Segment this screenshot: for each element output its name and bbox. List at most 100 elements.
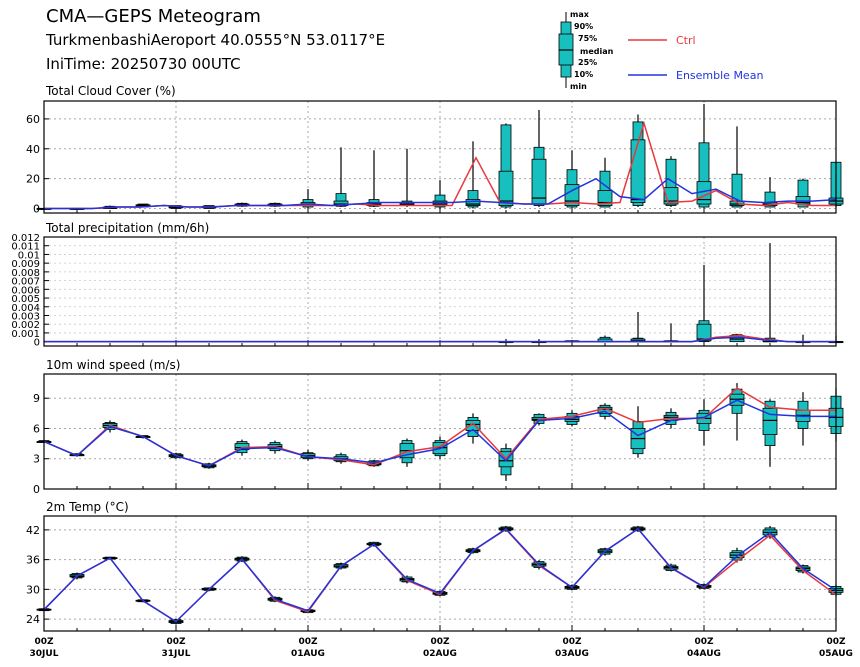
- box-9: [333, 147, 349, 208]
- location-label: TurkmenbashiAeroport 40.0555°N 53.0117°E: [46, 31, 386, 49]
- box-inner: [696, 323, 712, 342]
- time-label-date: 31JUL: [162, 649, 191, 659]
- box-inner: [531, 158, 547, 205]
- ytick-label: 0.003: [11, 311, 40, 322]
- ensemble-mean-line: [44, 177, 837, 210]
- panel-title: Total Cloud Cover (%): [45, 84, 176, 98]
- box-8: [762, 243, 778, 343]
- ytick-label: 24: [26, 613, 40, 626]
- ytick-label: 0: [34, 338, 40, 349]
- box-outer: [500, 124, 512, 208]
- time-label-date: 05AUG: [819, 649, 853, 659]
- ytick-label: 0: [33, 203, 40, 216]
- time-label-hour: 00Z: [166, 637, 186, 647]
- box-14: [498, 443, 514, 481]
- panel-frame: [43, 236, 837, 347]
- ytick-label: 0.011: [11, 242, 40, 253]
- box-legend-label-median: median: [580, 47, 614, 56]
- time-label-date: 01AUG: [291, 649, 325, 659]
- box-19: [663, 156, 679, 208]
- box-16: [564, 150, 580, 208]
- box-legend-label-90pct: 90%: [574, 22, 593, 31]
- box-inner: [729, 200, 745, 206]
- box-legend-label-min: min: [570, 82, 587, 91]
- box-inner: [597, 190, 613, 206]
- ytick-label: 0.007: [11, 277, 40, 288]
- box-inner: [465, 199, 481, 206]
- ytick-label: 0.004: [11, 303, 40, 314]
- time-label-date: 03AUG: [555, 649, 589, 659]
- box-20: [696, 103, 712, 208]
- box-6: [696, 264, 712, 343]
- ytick-label: 0: [33, 483, 40, 496]
- box-13: [465, 141, 481, 209]
- box-21: [729, 126, 745, 208]
- ytick-label: 30: [26, 583, 40, 596]
- ytick-label: 0.001: [11, 329, 40, 340]
- box-4: [630, 311, 646, 343]
- panel-title: 2m Temp (°C): [46, 500, 129, 514]
- box-3: [597, 335, 613, 343]
- ytick-label: 0.012: [11, 233, 40, 244]
- time-axis: 00Z 30JUL 00Z 31JUL 00Z 01AUG 00Z 02AUG 00Z 03AUG…: [30, 637, 853, 659]
- box-legend-label-75pct: 75%: [578, 34, 597, 43]
- box-outer: [467, 190, 479, 208]
- ytick-label: 20: [26, 173, 40, 186]
- panel-0: Total Cloud Cover (%) 0 20 40 60: [26, 84, 844, 216]
- panel-title: Total precipitation (mm/6h): [45, 221, 209, 235]
- ytick-label: 0.005: [11, 294, 40, 305]
- box-11: [399, 438, 415, 467]
- ytick-label: 9: [33, 392, 40, 405]
- box-outer: [797, 179, 809, 208]
- panel-frame: [43, 100, 837, 214]
- ytick-label: 40: [26, 143, 40, 156]
- legend-label-0: Ctrl: [676, 34, 696, 47]
- box-legend-label-25pct: 25%: [578, 58, 597, 67]
- ytick-label: 0.009: [11, 259, 40, 270]
- ytick-label: 6: [33, 422, 40, 435]
- time-label-date: 04AUG: [687, 649, 721, 659]
- time-label-hour: 00Z: [694, 637, 714, 647]
- ytick-label: 36: [26, 554, 40, 567]
- time-label-hour: 00Z: [562, 637, 582, 647]
- panel-2: 10m wind speed (m/s) 0 3 6 9: [33, 358, 844, 496]
- panel-3: 2m Temp (°C) 24 30 36 42: [26, 500, 844, 632]
- panel-frame: [43, 373, 837, 490]
- ytick-label: 0.008: [11, 268, 40, 279]
- time-label-date: 30JUL: [30, 649, 59, 659]
- box-11: [399, 148, 415, 208]
- box-23: [795, 392, 811, 446]
- time-label-hour: 00Z: [826, 637, 846, 647]
- ensemble-mean-line: [44, 336, 836, 343]
- ytick-label: 42: [26, 524, 40, 537]
- legend-label-1: Ensemble Mean: [676, 69, 763, 82]
- ensemble-mean-line: [43, 527, 837, 623]
- init-time-label: IniTime: 20250730 00UTC: [46, 55, 241, 73]
- panel-frame: [43, 515, 837, 632]
- box-outer: [731, 173, 743, 208]
- box-outer: [665, 158, 677, 206]
- box-legend-label-10pct: 10%: [574, 70, 593, 79]
- time-label-date: 02AUG: [423, 649, 457, 659]
- ytick-label: 3: [33, 453, 40, 466]
- ytick-label: 0.006: [11, 285, 40, 296]
- box-legend: max 90% 75% median 25% 10% min Ctrl Ensemble Mea…: [558, 10, 763, 91]
- ytick-label: 0.002: [11, 320, 40, 331]
- box-legend-label-max: max: [570, 10, 590, 19]
- box-12: [432, 180, 448, 209]
- box-23: [795, 178, 811, 208]
- box-15: [531, 109, 547, 208]
- ensemble-mean-line: [43, 399, 836, 467]
- page-title: CMA—GEPS Meteogram: [46, 6, 261, 27]
- box-inner: [498, 170, 514, 206]
- box-inner: [630, 139, 646, 203]
- box-outer: [335, 193, 347, 207]
- box-22: [762, 399, 778, 467]
- ytick-label: 60: [26, 113, 40, 126]
- time-label-hour: 00Z: [298, 637, 318, 647]
- panel-1: Total precipitation (mm/6h)00.0010.0020.…: [11, 221, 844, 349]
- box-20: [696, 399, 712, 446]
- box-outer: [698, 142, 710, 208]
- box-inner: [234, 443, 250, 451]
